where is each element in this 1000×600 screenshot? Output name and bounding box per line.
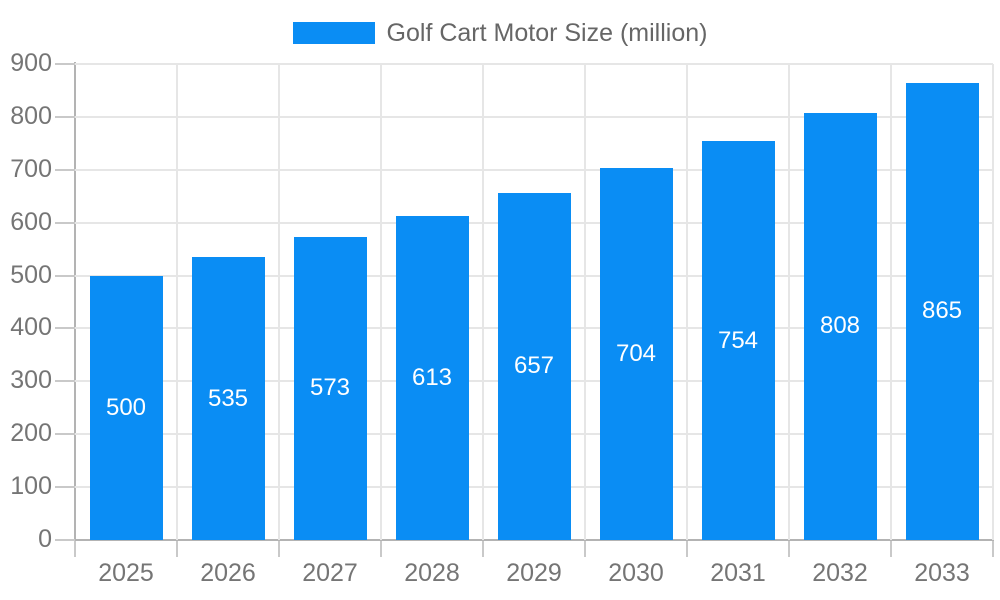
x-axis-tick bbox=[380, 541, 382, 557]
bar[interactable]: 535 bbox=[191, 257, 265, 540]
bar-value-label: 657 bbox=[513, 352, 555, 380]
y-axis-label: 700 bbox=[10, 154, 52, 183]
plot-area: 500 535 573 613 657 704 754 808 865 bbox=[75, 63, 994, 540]
x-axis-tick bbox=[278, 541, 280, 557]
bar[interactable]: 865 bbox=[905, 82, 979, 540]
y-axis-tick bbox=[55, 486, 75, 489]
y-axis-label: 800 bbox=[10, 101, 52, 130]
x-axis-tick bbox=[74, 541, 76, 557]
bar[interactable]: 573 bbox=[293, 236, 367, 540]
x-axis-label: 2032 bbox=[812, 559, 868, 587]
bar-value-label: 754 bbox=[717, 326, 759, 354]
bar-value-label: 704 bbox=[615, 339, 657, 367]
x-axis-label: 2031 bbox=[710, 559, 766, 587]
legend-label: Golf Cart Motor Size (million) bbox=[386, 18, 708, 47]
x-axis-tick bbox=[788, 541, 790, 557]
bar-value-label: 573 bbox=[309, 374, 351, 402]
bar[interactable]: 657 bbox=[497, 192, 571, 540]
x-axis-label: 2027 bbox=[302, 559, 358, 587]
y-axis-label: 100 bbox=[10, 472, 52, 501]
y-axis-label: 400 bbox=[10, 313, 52, 342]
gridline-vertical bbox=[176, 64, 178, 540]
bar[interactable]: 613 bbox=[395, 215, 469, 540]
x-axis-tick bbox=[482, 541, 484, 557]
gridline-vertical bbox=[788, 64, 790, 540]
y-axis-tick bbox=[55, 115, 75, 118]
x-axis-tick bbox=[584, 541, 586, 557]
y-axis-tick bbox=[55, 274, 75, 277]
x-axis-label: 2025 bbox=[98, 559, 154, 587]
y-axis-label: 500 bbox=[10, 260, 52, 289]
bar[interactable]: 754 bbox=[701, 141, 775, 540]
y-axis-tick bbox=[55, 63, 75, 65]
bar-value-label: 500 bbox=[105, 393, 147, 421]
gridline-vertical bbox=[482, 64, 484, 540]
bar-value-label: 808 bbox=[819, 312, 861, 340]
y-axis-tick bbox=[55, 327, 75, 330]
y-axis-tick bbox=[55, 221, 75, 224]
y-axis-line bbox=[74, 62, 76, 541]
bar-value-label: 865 bbox=[921, 297, 963, 325]
y-axis-label: 300 bbox=[10, 366, 52, 395]
x-axis-label: 2029 bbox=[506, 559, 562, 587]
x-axis-line bbox=[74, 539, 994, 541]
bar[interactable]: 704 bbox=[599, 167, 673, 540]
x-axis-label: 2030 bbox=[608, 559, 664, 587]
y-axis-tick bbox=[55, 539, 75, 541]
gridline-vertical bbox=[890, 64, 892, 540]
bar[interactable]: 500 bbox=[89, 275, 163, 540]
gridline-vertical bbox=[584, 64, 586, 540]
legend[interactable]: Golf Cart Motor Size (million) bbox=[0, 18, 1000, 48]
gridline-vertical bbox=[992, 64, 994, 540]
gridline-horizontal bbox=[75, 115, 993, 118]
x-axis-tick bbox=[686, 541, 688, 557]
x-axis-label: 2033 bbox=[914, 559, 970, 587]
gridline-vertical bbox=[380, 64, 382, 540]
y-axis-label: 0 bbox=[38, 525, 52, 553]
x-axis-tick bbox=[992, 541, 994, 557]
y-axis-tick bbox=[55, 380, 75, 383]
x-axis-label: 2026 bbox=[200, 559, 256, 587]
y-axis-label: 200 bbox=[10, 419, 52, 448]
bar-value-label: 535 bbox=[207, 384, 249, 412]
bar[interactable]: 808 bbox=[803, 112, 877, 540]
x-axis-tick bbox=[176, 541, 178, 557]
legend-swatch bbox=[292, 22, 375, 44]
y-axis-label: 600 bbox=[10, 207, 52, 236]
gridline-horizontal bbox=[75, 168, 993, 171]
y-axis-label: 900 bbox=[10, 49, 52, 77]
gridline-vertical bbox=[686, 64, 688, 540]
x-axis-tick bbox=[890, 541, 892, 557]
bar-value-label: 613 bbox=[411, 363, 453, 391]
y-axis-tick bbox=[55, 168, 75, 171]
gridline-horizontal bbox=[75, 63, 993, 65]
x-axis-label: 2028 bbox=[404, 559, 460, 587]
y-axis-tick bbox=[55, 433, 75, 436]
gridline-vertical bbox=[278, 64, 280, 540]
